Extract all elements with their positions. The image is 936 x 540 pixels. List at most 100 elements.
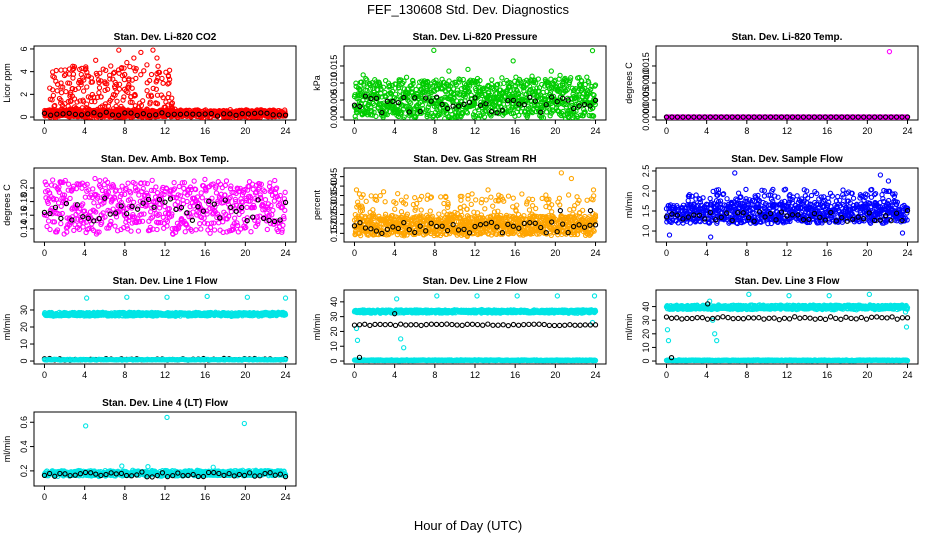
data-point	[592, 214, 599, 220]
data-point	[539, 195, 545, 202]
x-tick-label: 0	[352, 248, 357, 258]
data-point	[532, 98, 538, 104]
data-point	[417, 108, 423, 115]
data-point	[419, 102, 425, 108]
data-point	[228, 183, 234, 189]
data-point	[529, 196, 536, 203]
data-point	[404, 211, 411, 217]
data-point	[164, 223, 170, 229]
data-point	[121, 76, 128, 83]
data-point	[280, 222, 286, 228]
data-point	[861, 114, 867, 120]
data-point	[492, 103, 498, 109]
data-point	[198, 226, 204, 232]
data-point	[91, 218, 97, 224]
y-axis-label: percent	[312, 189, 322, 220]
chart-panel-5: Stan. Dev. Gas Stream RH0 4 8 12 16 20 240.150…	[312, 154, 607, 258]
data-point	[570, 223, 577, 230]
data-point	[56, 184, 62, 190]
data-point	[740, 212, 747, 219]
data-point	[208, 220, 215, 226]
data-point	[513, 74, 519, 80]
data-point	[557, 208, 564, 214]
data-point	[131, 55, 137, 61]
data-point	[377, 193, 383, 199]
data-point	[54, 111, 60, 117]
data-point	[86, 225, 92, 232]
data-point	[592, 97, 599, 103]
data-point	[144, 180, 151, 187]
data-point	[244, 215, 250, 221]
data-point	[121, 71, 128, 78]
data-point	[501, 198, 507, 204]
x-tick-label: 4	[82, 126, 87, 136]
data-point	[115, 67, 122, 73]
data-point	[44, 223, 50, 230]
data-point	[235, 186, 241, 192]
y-tick-label: 0.0005	[641, 86, 651, 114]
data-point	[393, 81, 399, 87]
data-point	[877, 114, 883, 120]
data-point	[767, 114, 774, 120]
data-point	[161, 191, 167, 198]
data-point	[175, 225, 182, 231]
x-tick-label: 20	[862, 126, 872, 136]
data-point	[154, 226, 160, 233]
y-tick-label: 0.18	[19, 193, 29, 211]
points-group	[41, 47, 289, 120]
data-point	[243, 224, 249, 231]
data-point	[103, 109, 109, 115]
data-point	[270, 207, 276, 213]
data-point	[369, 109, 375, 115]
data-point	[499, 230, 506, 236]
data-point	[565, 97, 571, 103]
data-point	[494, 224, 500, 230]
x-tick-label: 16	[200, 126, 210, 136]
data-point	[415, 220, 421, 226]
data-point	[96, 90, 102, 96]
data-point	[548, 232, 554, 239]
data-point	[508, 81, 514, 87]
chart-title: Stan. Dev. Li-820 Pressure	[413, 32, 538, 43]
data-point	[233, 198, 239, 205]
data-point	[132, 91, 138, 98]
data-point	[373, 228, 380, 234]
data-point	[48, 182, 55, 188]
data-point	[208, 110, 215, 117]
data-point	[172, 106, 178, 112]
data-point	[457, 77, 463, 83]
data-point	[576, 222, 582, 228]
data-point	[548, 68, 554, 74]
data-point	[459, 111, 466, 117]
data-point	[461, 101, 467, 107]
data-point	[524, 94, 530, 101]
data-point	[168, 213, 175, 219]
y-tick-label: 0.20	[19, 179, 29, 197]
data-point	[503, 109, 510, 115]
data-point	[211, 201, 217, 207]
data-point	[464, 206, 470, 212]
data-point	[135, 228, 142, 234]
data-point	[363, 198, 369, 204]
data-point	[558, 213, 565, 219]
data-point	[687, 220, 693, 226]
data-point	[128, 228, 134, 234]
data-point	[58, 203, 64, 209]
data-point	[168, 101, 174, 107]
data-point	[535, 76, 541, 82]
data-point	[568, 75, 574, 81]
data-point	[70, 75, 76, 81]
data-point	[483, 197, 489, 203]
data-point	[423, 212, 430, 218]
data-point	[160, 80, 166, 86]
data-point	[160, 214, 166, 221]
data-point	[446, 116, 453, 120]
data-point	[273, 185, 280, 191]
data-point	[410, 201, 417, 208]
data-point	[259, 201, 266, 208]
data-point	[529, 202, 536, 209]
figure-title: FEF_130608 Std. Dev. Diagnostics	[367, 2, 570, 17]
data-point	[266, 212, 272, 218]
data-point	[105, 189, 112, 195]
